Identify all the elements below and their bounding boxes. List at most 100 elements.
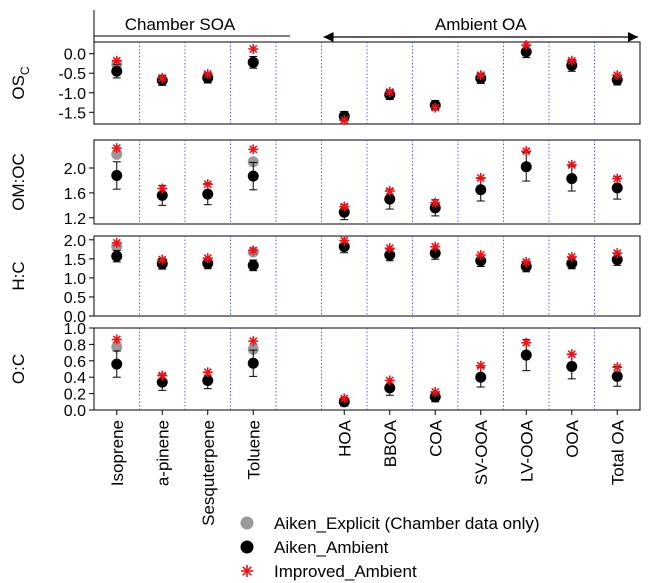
improved-ambient-point: [157, 370, 168, 381]
chamber-soa-label: Chamber SOA: [125, 15, 236, 34]
y-tick-label: 0.6: [64, 354, 86, 371]
x-tick-label: HOA: [335, 419, 354, 457]
x-tick-label: COA: [426, 419, 445, 457]
y-tick-label: 0.0: [64, 403, 86, 420]
y-tick-label: 0.0: [64, 309, 86, 326]
aiken-ambient-point: [520, 46, 532, 58]
asterisk-stroke: [203, 253, 212, 263]
asterisk-stroke: [567, 252, 576, 262]
improved-ambient-point: [384, 375, 395, 386]
y-tick-label: 2.0: [64, 233, 86, 250]
y-axis-label-sub: C: [18, 66, 32, 75]
improved-ambient-point: [202, 179, 213, 190]
improved-ambient-point: [202, 253, 213, 264]
improved-ambient-point: [384, 186, 395, 197]
improved-ambient-point: [475, 250, 486, 261]
panel-frame-3: [93, 327, 641, 411]
asterisk-stroke: [249, 44, 258, 54]
y-tick-label: -0.5: [58, 66, 86, 83]
asterisk-stroke: [158, 371, 167, 380]
asterisk-stroke: [613, 71, 622, 80]
asterisk-stroke: [112, 238, 121, 247]
aiken-explicit-point: [247, 156, 259, 168]
asterisk-stroke: [522, 338, 531, 347]
aiken-ambient-point: [247, 170, 259, 182]
improved-ambient-point: [430, 241, 441, 252]
asterisk-stroke: [522, 147, 531, 156]
improved-ambient-point: [612, 248, 623, 259]
y-tick-label: 0.8: [64, 337, 86, 354]
y-axis-label-main: OM:OC: [9, 153, 28, 211]
aiken-ambient-point: [111, 65, 123, 77]
improved-ambient-point: [566, 251, 577, 262]
aiken-ambient-point: [202, 188, 214, 200]
improved-ambient-point: [521, 256, 532, 267]
improved-ambient-point: [566, 349, 577, 360]
asterisk-stroke: [613, 249, 622, 258]
y-tick-label: -1.0: [58, 86, 86, 103]
asterisk-stroke: [385, 87, 394, 97]
y-tick-label: 0.2: [64, 387, 86, 404]
x-tick-label: Total OA: [608, 419, 627, 485]
aiken-ambient-point: [111, 250, 123, 262]
asterisk-stroke: [340, 236, 349, 245]
aiken-ambient-point: [566, 361, 578, 373]
legend-marker-2: [241, 565, 253, 577]
aiken-ambient-point: [247, 259, 259, 271]
legend-label-0: Aiken_Explicit (Chamber data only): [274, 514, 540, 533]
asterisk-stroke: [431, 242, 440, 251]
y-axis-label-3: O:C: [9, 354, 28, 384]
aiken-ambient-point: [566, 173, 578, 185]
aiken-ambient-point: [384, 249, 396, 261]
aiken-ambient-point: [247, 357, 259, 369]
aiken-ambient-point: [247, 56, 259, 68]
y-tick-label: 0.0: [64, 47, 86, 64]
improved-ambient-point: [339, 393, 350, 404]
improved-ambient-point: [111, 143, 122, 154]
y-tick-label: 2.0: [64, 161, 86, 178]
x-tick-label: LV-OOA: [517, 419, 536, 482]
legend-marker-0: [240, 516, 254, 530]
x-tick-label: a-pinene: [153, 420, 172, 486]
y-axis-label-0: OSC: [9, 66, 32, 100]
aiken-explicit-point: [247, 343, 259, 355]
asterisk-stroke: [158, 255, 167, 264]
asterisk-stroke: [431, 103, 440, 112]
aiken-ambient-point: [611, 370, 623, 382]
asterisk-stroke: [158, 73, 167, 83]
y-axis-label-main: OS: [9, 75, 28, 100]
improved-ambient-point: [339, 201, 350, 212]
improved-ambient-point: [521, 40, 532, 51]
asterisk-stroke: [385, 186, 394, 196]
improved-ambient-point: [521, 146, 532, 157]
legend-label-2: Improved_Ambient: [274, 562, 417, 581]
asterisk-stroke: [340, 394, 349, 403]
y-tick-label: 1.5: [64, 252, 86, 269]
improved-ambient-point: [430, 386, 441, 397]
improved-ambient-point: [157, 254, 168, 265]
x-tick-label: Sesquterpene: [199, 420, 218, 526]
ambient-oa-label: Ambient OA: [435, 15, 527, 34]
x-tick-label: Isoprene: [108, 420, 127, 486]
improved-ambient-point: [566, 55, 577, 66]
improved-ambient-point: [248, 245, 259, 256]
improved-ambient-point: [157, 72, 168, 83]
aiken-ambient-point: [520, 161, 532, 173]
y-tick-label: 1.0: [64, 321, 86, 338]
asterisk-stroke: [567, 350, 576, 359]
asterisk-stroke: [567, 160, 576, 169]
asterisk-stroke: [249, 145, 258, 154]
aiken-ambient-point: [611, 182, 623, 194]
aiken-explicit-point: [111, 341, 123, 353]
y-axis-label-1: OM:OC: [9, 153, 28, 211]
y-tick-label: -1.5: [58, 105, 86, 122]
y-axis-label-main: O:C: [9, 354, 28, 384]
x-tick-label: SV-OOA: [472, 419, 491, 485]
improved-ambient-point: [612, 173, 623, 184]
improved-ambient-point: [339, 115, 350, 126]
asterisk-stroke: [242, 566, 252, 576]
asterisk-stroke: [158, 184, 167, 193]
asterisk-stroke: [249, 246, 258, 255]
asterisk-stroke: [112, 335, 121, 344]
